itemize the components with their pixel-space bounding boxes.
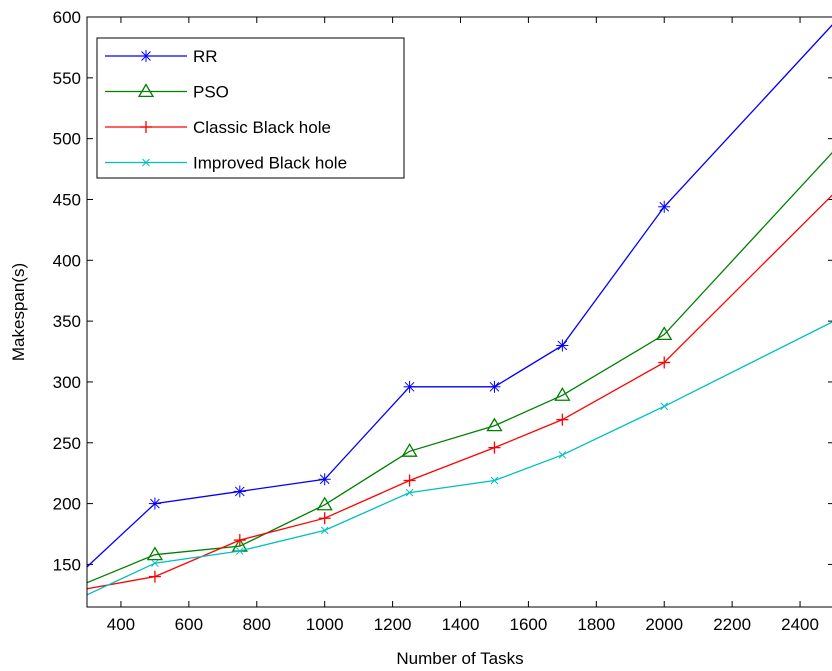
data-point-improved-black-hole <box>320 526 329 535</box>
data-point-pso <box>401 443 418 457</box>
legend-label: Improved Black hole <box>193 154 347 173</box>
legend-marker <box>140 50 152 62</box>
legend: RR PSO Classic Black hole Improved Black ho… <box>96 37 405 179</box>
data-point-classic-black-hole <box>233 534 246 547</box>
x-tick-label: 1000 <box>306 615 344 634</box>
data-point-rr <box>318 473 331 486</box>
x-tick-label: 400 <box>107 615 135 634</box>
y-tick-label: 400 <box>53 251 81 270</box>
x-tick-label: 1200 <box>374 615 412 634</box>
data-point-rr <box>233 485 246 498</box>
y-tick-label: 200 <box>53 495 81 514</box>
x-tick-label: 1400 <box>442 615 480 634</box>
data-point-improved-black-hole <box>235 547 244 555</box>
data-point-rr <box>658 200 671 213</box>
data-point-classic-black-hole <box>403 474 416 487</box>
x-tick-label: 2400 <box>781 615 819 634</box>
y-tick-label: 250 <box>53 434 81 453</box>
data-point-classic-black-hole <box>488 441 501 454</box>
legend-label: RR <box>193 47 218 66</box>
legend-item-pso: PSO <box>105 83 229 102</box>
data-point-classic-black-hole <box>556 413 569 426</box>
legend-box <box>96 37 405 179</box>
data-point-rr <box>403 380 416 393</box>
data-point-improved-black-hole <box>405 488 414 497</box>
x-tick-label: 800 <box>243 615 271 634</box>
data-point-classic-black-hole <box>658 356 671 369</box>
legend-item-improved-black-hole: Improved Black hole <box>105 154 347 173</box>
y-tick-label: 450 <box>53 190 81 209</box>
y-axis-label: Makespan(s) <box>9 263 28 361</box>
x-axis-label: Number of Tasks <box>396 649 523 668</box>
series-lines <box>86 24 832 596</box>
legend-item-rr: RR <box>105 47 218 66</box>
plot-frame <box>86 16 832 608</box>
legend-label: Classic Black hole <box>193 118 331 137</box>
y-tick-label: 600 <box>53 8 81 27</box>
tick-labels: 400 600 800 1000 1200 1400 1600 1800 2000 2200 240… <box>53 8 819 634</box>
legend-marker <box>137 83 155 98</box>
data-point-improved-black-hole <box>490 476 499 485</box>
data-point-classic-black-hole <box>318 512 331 525</box>
data-point-rr <box>148 497 161 510</box>
legend-marker <box>140 121 152 133</box>
series-line-pso <box>86 152 832 584</box>
y-tick-label: 350 <box>53 312 81 331</box>
data-point-improved-black-hole <box>660 402 669 411</box>
legend-label: PSO <box>193 83 229 102</box>
data-point-pso <box>656 326 673 341</box>
data-point-pso <box>486 417 503 432</box>
y-tick-label: 300 <box>53 373 81 392</box>
data-point-rr <box>556 339 569 352</box>
x-tick-label: 2000 <box>645 615 683 634</box>
data-point-improved-black-hole <box>151 559 159 568</box>
data-point-pso <box>316 496 333 511</box>
x-tick-label: 600 <box>175 615 203 634</box>
x-tick-label: 1600 <box>509 615 547 634</box>
data-point-rr <box>488 380 501 393</box>
x-tick-label: 1800 <box>577 615 615 634</box>
data-point-classic-black-hole <box>148 570 161 583</box>
x-tick-label: 2200 <box>713 615 751 634</box>
series-line-classic-black-hole <box>86 194 832 590</box>
data-point-pso <box>554 387 571 401</box>
y-tick-label: 550 <box>53 69 81 88</box>
y-tick-label: 150 <box>53 555 81 574</box>
series-line-improved-black-hole <box>86 321 832 596</box>
legend-marker <box>142 158 150 167</box>
y-tick-label: 500 <box>53 130 81 149</box>
data-point-improved-black-hole <box>558 451 567 459</box>
data-point-pso <box>146 546 164 561</box>
legend-item-classic-black-hole: Classic Black hole <box>105 118 331 137</box>
